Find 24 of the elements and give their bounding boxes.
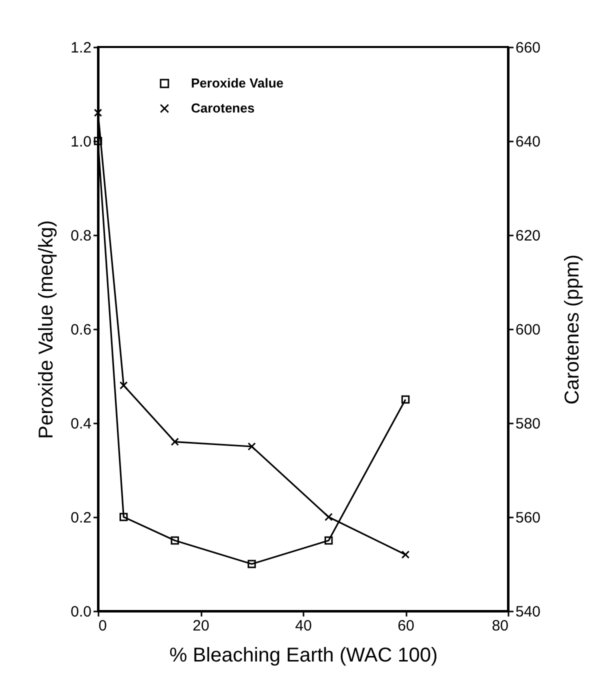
y2-tick-label: 540 xyxy=(516,604,541,620)
y2-axis-title: Carotenes (ppm) xyxy=(562,254,584,405)
y2-tick-label: 600 xyxy=(516,322,541,338)
x-tick-label: 80 xyxy=(492,618,508,634)
y-tick-label: 0.4 xyxy=(70,416,92,432)
y-axis-title: Peroxide Value (meq/kg) xyxy=(36,220,58,439)
y2-tick-label: 660 xyxy=(516,40,541,56)
y-tick-label: 0.6 xyxy=(70,322,92,338)
x-axis-title: % Bleaching Earth (WAC 100) xyxy=(169,644,438,666)
x-tick-label: 20 xyxy=(192,618,210,634)
y-tick-label: 0.2 xyxy=(70,510,92,526)
y2-tick-label: 640 xyxy=(516,134,541,150)
x-tick-label: 60 xyxy=(398,618,414,634)
x-tick-label: 40 xyxy=(295,618,312,634)
y-tick-label: 1.2 xyxy=(70,40,92,56)
legend-label: Carotenes xyxy=(191,100,255,116)
legend-label: Peroxide Value xyxy=(191,76,284,90)
x-tick-label: 0 xyxy=(98,618,107,634)
y-tick-label: 0.8 xyxy=(70,228,92,244)
y-tick-label: 0.0 xyxy=(70,604,92,620)
y2-tick-label: 620 xyxy=(516,228,541,244)
y-tick-label: 1.0 xyxy=(70,134,92,150)
y2-tick-label: 580 xyxy=(516,416,541,432)
y2-tick-label: 560 xyxy=(516,510,541,526)
